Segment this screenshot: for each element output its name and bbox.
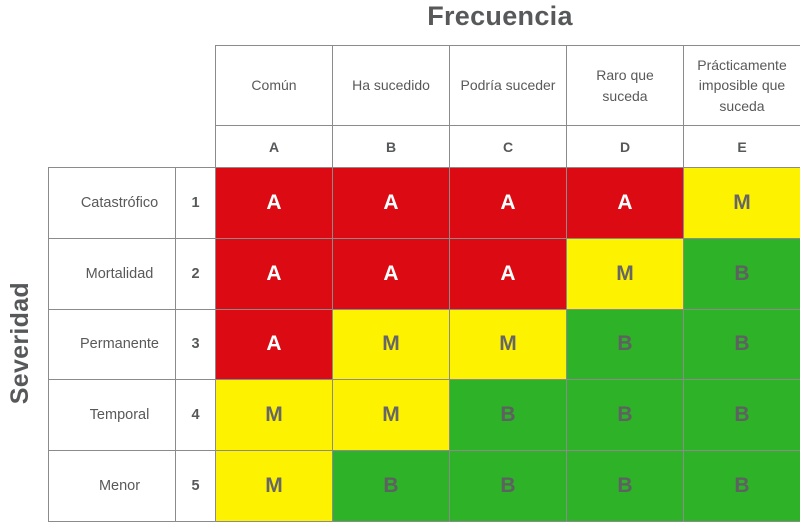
risk-cell: B bbox=[566, 379, 684, 452]
row-header-label: Temporal bbox=[48, 379, 176, 452]
risk-matrix-table: Común Ha sucedido Podría suceder Raro que s… bbox=[48, 45, 800, 522]
risk-cell: B bbox=[449, 379, 567, 452]
risk-cell: B bbox=[683, 308, 800, 381]
risk-cell: B bbox=[683, 237, 800, 310]
risk-cell: A bbox=[332, 167, 450, 239]
risk-cell: A bbox=[449, 237, 567, 310]
corner-spacer bbox=[48, 125, 216, 168]
column-header-label: Común bbox=[215, 45, 333, 126]
row-header-label: Permanente bbox=[48, 308, 176, 381]
risk-cell: M bbox=[566, 237, 684, 310]
risk-cell: A bbox=[215, 308, 333, 381]
column-header-letter: C bbox=[449, 125, 567, 168]
risk-cell: B bbox=[566, 450, 684, 522]
row-header-label: Mortalidad bbox=[48, 237, 176, 310]
column-header-letter: A bbox=[215, 125, 333, 168]
row-header-number: 4 bbox=[175, 379, 216, 452]
corner-spacer bbox=[48, 45, 216, 126]
risk-cell: A bbox=[566, 167, 684, 239]
risk-cell: A bbox=[332, 237, 450, 310]
severity-axis-title-wrap: Severidad bbox=[2, 166, 38, 520]
row-header-number: 2 bbox=[175, 237, 216, 310]
risk-cell: B bbox=[683, 450, 800, 522]
risk-cell: M bbox=[215, 379, 333, 452]
column-header-label: Podría suceder bbox=[449, 45, 567, 126]
risk-cell: B bbox=[683, 379, 800, 452]
matrix-row: Permanente 3 A M M B B bbox=[48, 308, 800, 381]
risk-cell: A bbox=[215, 167, 333, 239]
column-header-label: Prácticamente imposible que suceda bbox=[683, 45, 800, 126]
matrix-row: Temporal 4 M M B B B bbox=[48, 379, 800, 452]
row-header-number: 5 bbox=[175, 450, 216, 522]
risk-cell: B bbox=[566, 308, 684, 381]
risk-cell: M bbox=[683, 167, 800, 239]
risk-cell: M bbox=[332, 308, 450, 381]
column-header-letter: E bbox=[683, 125, 800, 168]
risk-cell: A bbox=[449, 167, 567, 239]
row-header-label: Menor bbox=[48, 450, 176, 522]
severity-axis-title: Severidad bbox=[5, 281, 34, 405]
column-header-letter: D bbox=[566, 125, 684, 168]
risk-cell: M bbox=[332, 379, 450, 452]
risk-cell: B bbox=[449, 450, 567, 522]
column-header-label: Ha sucedido bbox=[332, 45, 450, 126]
matrix-row: Mortalidad 2 A A A M B bbox=[48, 237, 800, 310]
risk-cell: M bbox=[449, 308, 567, 381]
matrix-row: Catastrófico 1 A A A A M bbox=[48, 167, 800, 239]
frequency-axis-title: Frecuencia bbox=[427, 1, 573, 31]
row-header-number: 3 bbox=[175, 308, 216, 381]
risk-cell: A bbox=[215, 237, 333, 310]
column-header-label: Raro que suceda bbox=[566, 45, 684, 126]
row-header-number: 1 bbox=[175, 167, 216, 239]
matrix-row: Menor 5 M B B B B bbox=[48, 450, 800, 522]
column-header-letter: B bbox=[332, 125, 450, 168]
risk-cell: B bbox=[332, 450, 450, 522]
risk-cell: M bbox=[215, 450, 333, 522]
row-header-label: Catastrófico bbox=[48, 167, 176, 239]
